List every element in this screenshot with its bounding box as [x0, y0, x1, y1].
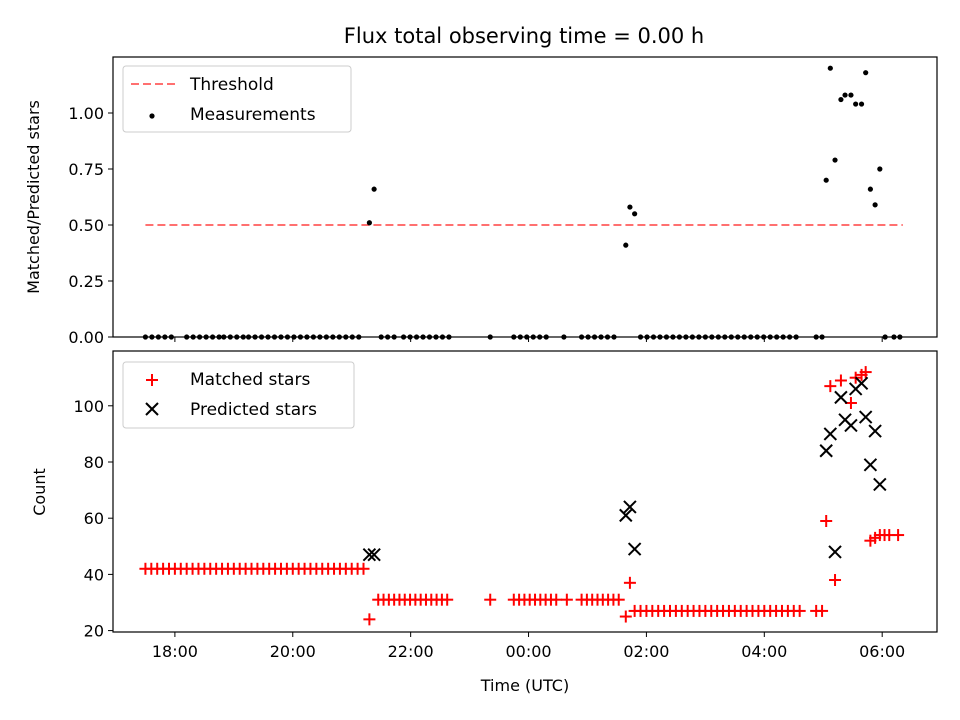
bottom-y-axis: 20 40 60 80 100: [73, 397, 113, 641]
predicted-star-marker: [623, 500, 637, 514]
matched-star-marker: [793, 604, 806, 617]
top-y-tick-label: 0.50: [68, 216, 104, 235]
matched-star-marker: [892, 529, 905, 542]
top-y-tick-label: 0.75: [68, 160, 104, 179]
top-y-axis: 0.00 0.25 0.50 0.75 1.00: [68, 104, 113, 347]
measurement-point: [838, 96, 844, 103]
bottom-plot-frame: [112, 350, 938, 633]
legend-matched-swatch: [146, 374, 158, 386]
bottom-y-axis-label: Count: [30, 468, 49, 516]
top-legend: Threshold Measurements: [122, 65, 352, 133]
bottom-x-tick-label: 04:00: [741, 642, 787, 661]
predicted-star-marker: [619, 508, 633, 523]
bottom-x-tick-label: 20:00: [270, 642, 316, 661]
predicted-star-marker: [854, 376, 869, 391]
measurement-point: [863, 70, 869, 76]
measurement-point: [848, 92, 854, 98]
bottom-x-tick-label: 18:00: [152, 642, 198, 661]
bottom-panel: 20 40 60 80 100 18:00 20:00 22:00 00:00 02:00 04:…: [30, 350, 938, 695]
predicted-star-marker: [627, 542, 642, 556]
measurement-point: [623, 242, 629, 248]
top-y-tick-label: 0.25: [68, 272, 104, 291]
predicted-star-marker: [362, 548, 377, 562]
bottom-x-tick-label: 06:00: [859, 642, 905, 661]
predicted-star-marker: [823, 427, 838, 441]
measurement-point: [627, 204, 633, 210]
matched-star-marker: [550, 593, 563, 606]
bottom-y-tick-label: 20: [84, 622, 104, 641]
predicted-star-marker: [367, 548, 381, 562]
matched-star-marker: [441, 593, 454, 606]
measurement-point: [366, 220, 372, 226]
measurement-point: [877, 166, 883, 172]
bottom-x-tick-label: 22:00: [388, 642, 434, 661]
matched-star-marker: [623, 576, 636, 589]
bottom-x-axis: 18:00 20:00 22:00 00:00 02:00 04:00 06:00: [152, 632, 905, 661]
matched-star-marker: [824, 380, 837, 393]
matched-star-marker: [357, 562, 370, 575]
bottom-legend: Matched stars Predicted stars: [122, 361, 355, 429]
measurement-point: [872, 202, 878, 208]
measurement-point: [832, 157, 838, 163]
matched-star-marker: [560, 593, 573, 606]
matched-star-marker: [816, 604, 829, 617]
predicted-star-marker: [828, 545, 842, 559]
matched-star-marker: [612, 593, 625, 606]
top-panel: 0.00 0.25 0.50 0.75 1.00 Matched/Predicted s…: [24, 56, 938, 347]
matched-star-marker: [820, 515, 833, 528]
bottom-legend-box: [122, 361, 355, 429]
predicted-star-marker: [819, 444, 833, 458]
measurement-point: [867, 186, 873, 192]
top-legend-box: [122, 65, 352, 133]
top-x-ticks: [174, 337, 883, 342]
bottom-data-layer: [139, 366, 905, 626]
legend-threshold-label: Threshold: [189, 75, 274, 95]
bottom-x-tick-label: 00:00: [505, 642, 551, 661]
legend-matched-label: Matched stars: [190, 370, 310, 390]
measurement-point: [858, 101, 865, 107]
legend-measurements-label: Measurements: [190, 105, 316, 125]
measurement-point: [827, 65, 833, 71]
bottom-y-tick-label: 100: [73, 397, 104, 416]
predicted-star-marker: [834, 390, 848, 405]
measurement-point: [853, 101, 859, 107]
legend-measurements-swatch: [149, 113, 155, 119]
chart-title: Flux total observing time = 0.00 h: [344, 24, 704, 48]
bottom-y-tick-label: 80: [84, 453, 104, 472]
measurement-point: [823, 177, 829, 183]
top-y-tick-label: 0.00: [68, 328, 104, 347]
measurement-point: [371, 186, 377, 192]
matched-star-marker: [484, 593, 497, 606]
measurement-point: [632, 211, 638, 217]
predicted-star-marker: [868, 424, 882, 438]
matched-star-marker: [619, 610, 632, 623]
predicted-star-marker: [873, 477, 887, 492]
predicted-star-marker: [858, 410, 873, 424]
bottom-x-axis-label: Time (UTC): [480, 676, 569, 695]
predicted-star-marker: [863, 458, 878, 472]
bottom-x-tick-label: 02:00: [623, 642, 669, 661]
bottom-y-tick-label: 60: [84, 509, 104, 528]
predicted-star-marker: [844, 418, 858, 433]
measurement-point: [842, 92, 848, 98]
bottom-y-tick-label: 40: [84, 565, 104, 584]
top-y-axis-label: Matched/Predicted stars: [24, 100, 43, 294]
legend-predicted-label: Predicted stars: [190, 400, 317, 420]
matched-star-marker: [363, 613, 376, 626]
matched-star-marker: [859, 366, 872, 379]
legend-predicted-swatch: [145, 402, 159, 416]
top-y-tick-label: 1.00: [68, 104, 104, 123]
top-plot-frame: [112, 56, 938, 338]
matched-star-marker: [834, 374, 847, 387]
matched-star-marker: [829, 574, 842, 587]
